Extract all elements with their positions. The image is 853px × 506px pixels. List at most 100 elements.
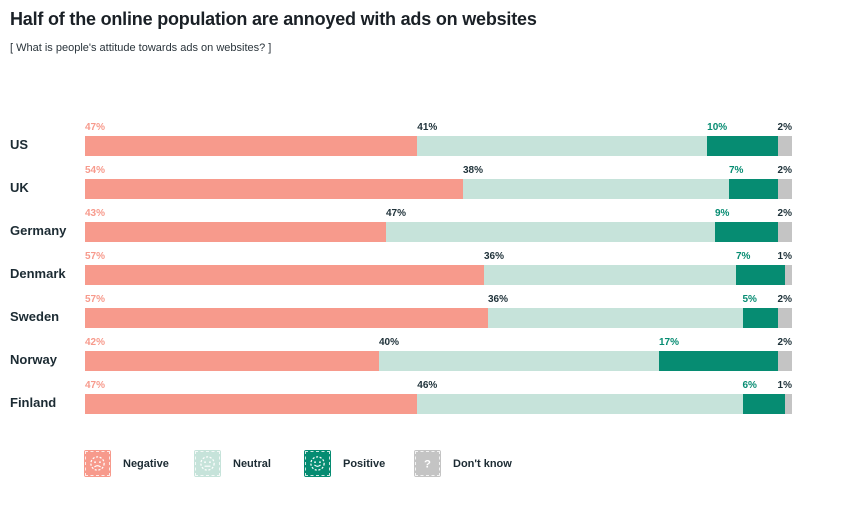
bar-column: 57% 36% 7% 1% (85, 250, 792, 293)
smiley-face-icon (304, 450, 331, 477)
segment-negative (85, 265, 484, 285)
segment-neutral (386, 222, 715, 242)
question-mark-icon: ? (414, 450, 441, 477)
country-row: Denmark 57% 36% 7% 1% (10, 250, 792, 293)
segment-positive (742, 394, 785, 414)
segment-don-t-know (785, 265, 792, 285)
value-label: 42% (85, 337, 106, 348)
country-row: Germany 43% 47% 9% 2% (10, 207, 792, 250)
legend-label: Neutral (233, 457, 271, 470)
segment-don-t-know (777, 136, 793, 156)
stacked-bar (85, 308, 792, 328)
country-label: Germany (10, 223, 67, 238)
stacked-bar (85, 136, 793, 156)
country-row: UK 54% 38% 7% 2% (10, 164, 792, 207)
value-labels: 54% 38% 7% 2% (85, 164, 792, 179)
value-label: 2% (777, 122, 792, 133)
segment-neutral (487, 308, 743, 328)
segment-neutral (484, 265, 736, 285)
segment-negative (85, 222, 386, 242)
bar-column: 57% 36% 5% 2% (85, 293, 792, 336)
value-label: 1% (777, 380, 792, 391)
value-label: 38% (463, 165, 484, 176)
segment-positive (742, 308, 778, 328)
segment-don-t-know (778, 222, 792, 242)
segment-neutral (463, 179, 729, 199)
bar-column: 42% 40% 17% 2% (85, 336, 792, 379)
value-label: 7% (729, 165, 744, 176)
value-label: 9% (715, 208, 730, 219)
segment-positive (707, 136, 778, 156)
country-row: Norway 42% 40% 17% 2% (10, 336, 792, 379)
segment-don-t-know (778, 351, 792, 371)
segment-don-t-know (784, 394, 792, 414)
value-label: 40% (379, 337, 400, 348)
value-labels: 42% 40% 17% 2% (85, 336, 792, 351)
chart-title: Half of the online population are annoye… (10, 9, 537, 29)
value-labels: 47% 46% 6% 1% (85, 379, 792, 394)
bar-column: 43% 47% 9% 2% (85, 207, 792, 250)
legend-item: ? Don't know (414, 450, 512, 477)
legend-item: Positive (304, 450, 414, 477)
stacked-bar (85, 394, 792, 414)
value-label: 43% (85, 208, 106, 219)
value-label: 57% (85, 294, 106, 305)
segment-neutral (417, 136, 708, 156)
stacked-bar (85, 351, 792, 371)
segment-don-t-know (777, 308, 792, 328)
stacked-bar (85, 222, 792, 242)
legend-item: Negative (84, 450, 194, 477)
value-label: 36% (484, 251, 505, 262)
value-labels: 57% 36% 5% 2% (85, 293, 792, 308)
segment-negative (85, 351, 379, 371)
country-label: US (10, 137, 29, 152)
legend-label: Don't know (453, 457, 512, 470)
segment-neutral (417, 394, 743, 414)
segment-positive (736, 265, 785, 285)
bar-column: 47% 46% 6% 1% (85, 379, 792, 422)
value-label: 1% (777, 251, 792, 262)
segment-neutral (379, 351, 659, 371)
value-label: 36% (487, 294, 508, 305)
bar-column: 54% 38% 7% 2% (85, 164, 792, 207)
value-label: 2% (777, 165, 792, 176)
value-label: 5% (742, 294, 757, 305)
value-label: 17% (659, 337, 680, 348)
value-label: 2% (777, 337, 792, 348)
segment-positive (715, 222, 778, 242)
country-label: Denmark (10, 266, 66, 281)
value-label: 10% (707, 122, 728, 133)
chart-subtitle: [ What is people's attitude towards ads … (10, 42, 272, 54)
chart-legend: Negative Neutral Positive? Don't know (84, 450, 853, 477)
sad-face-icon (84, 450, 111, 477)
country-label: UK (10, 180, 29, 195)
bar-column: 47% 41% 10% 2% (85, 121, 793, 164)
segment-negative (85, 394, 418, 414)
country-row: Finland 47% 46% 6% 1% (10, 379, 792, 422)
value-label: 47% (85, 122, 106, 133)
country-label: Norway (10, 352, 57, 367)
value-label: 54% (85, 165, 106, 176)
value-labels: 43% 47% 9% 2% (85, 207, 792, 222)
value-label: 6% (742, 380, 757, 391)
segment-positive (659, 351, 778, 371)
value-label: 57% (85, 251, 106, 262)
value-label: 2% (777, 294, 792, 305)
legend-label: Negative (123, 457, 169, 470)
value-labels: 47% 41% 10% 2% (85, 121, 792, 136)
value-label: 46% (417, 380, 438, 391)
value-label: 47% (386, 208, 407, 219)
neutral-face-icon (194, 450, 221, 477)
value-label: 41% (417, 122, 438, 133)
segment-negative (85, 179, 463, 199)
country-row: Sweden 57% 36% 5% 2% (10, 293, 792, 336)
stacked-bar-chart: US 47% 41% 10% 2% UK 54% 38% 7% 2% Germany 43% 47% 9%… (10, 121, 793, 422)
country-label: Finland (10, 395, 57, 410)
segment-don-t-know (778, 179, 792, 199)
value-labels: 57% 36% 7% 1% (85, 250, 792, 265)
chart-root: Half of the online population are annoye… (0, 8, 853, 477)
value-label: 47% (85, 380, 106, 391)
segment-negative (85, 308, 488, 328)
value-label: 2% (777, 208, 792, 219)
svg-text:?: ? (424, 459, 431, 471)
